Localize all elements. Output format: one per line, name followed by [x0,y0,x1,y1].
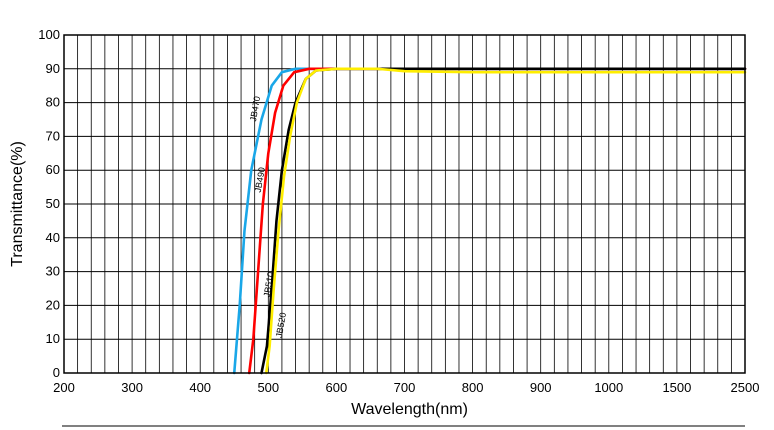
grid-lines [64,35,745,373]
x-tick-label: 200 [53,380,75,395]
x-tick-label: 2500 [731,380,760,395]
y-tick-label: 50 [46,196,60,211]
series-line-jb470 [232,67,747,375]
x-tick-label: 500 [257,380,279,395]
curve-label-jb490: JB490 [253,166,267,193]
x-tick-label: 1000 [594,380,623,395]
y-tick-label: 40 [46,230,60,245]
x-tick-label: 800 [462,380,484,395]
curve-labels: JB470 JB490 JB510 JB520 [248,95,288,338]
x-tick-label: 400 [189,380,211,395]
y-tick-label: 90 [46,61,60,76]
y-tick-label: 30 [46,264,60,279]
y-tick-label: 70 [46,128,60,143]
y-tick-label: 0 [53,365,60,380]
x-tick-label: 300 [121,380,143,395]
series-line-jb510 [260,67,747,375]
y-axis-title: Transmittance(%) [9,141,26,267]
series-line-jb520 [264,67,747,375]
x-tick-label: 700 [394,380,416,395]
y-tick-label: 10 [46,331,60,346]
x-axis-title: Wavelength(nm) [351,401,468,418]
x-tick-label: 900 [530,380,552,395]
y-tick-label: 80 [46,95,60,110]
plot-frame [63,34,746,374]
x-tick-label: 600 [326,380,348,395]
y-tick-label: 60 [46,162,60,177]
curve-label-jb520: JB520 [274,312,288,339]
series-line-jb490 [247,67,747,375]
y-tick-label: 100 [38,27,60,42]
curve-label-jb510: JB510 [262,271,276,298]
curve-label-jb470: JB470 [248,95,262,122]
x-tick-label: 1500 [662,380,691,395]
y-tick-label: 20 [46,297,60,312]
x-tick-labels: 200 300 400 500 600 700 800 900 1000 1500 2500 [53,380,759,395]
y-tick-labels: 0 10 20 30 40 50 60 70 80 90 100 [38,27,60,380]
series-curves [232,67,747,375]
